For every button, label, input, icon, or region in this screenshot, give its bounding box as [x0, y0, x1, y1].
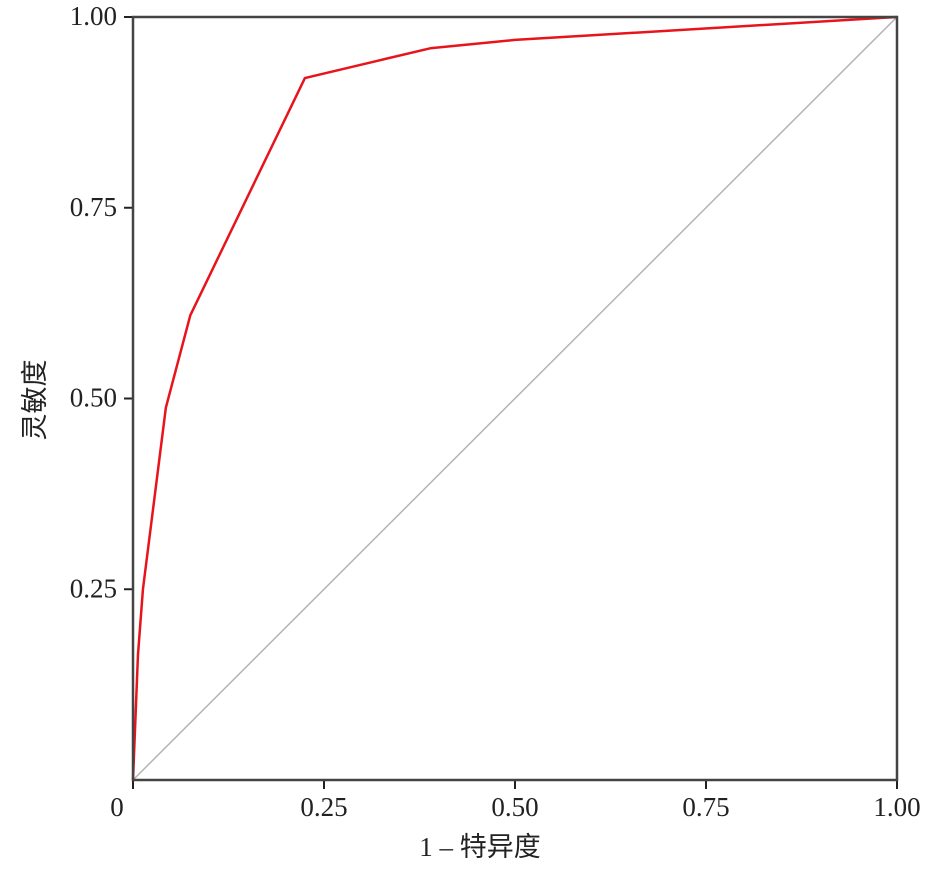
x-tick-label: 0.75 — [682, 792, 729, 822]
x-axis-label: 1 – 特异度 — [419, 832, 541, 862]
y-axis-label: 灵敏度 — [20, 360, 50, 441]
y-tick-label: 0.50 — [70, 383, 117, 413]
x-tick-label: 0.50 — [491, 792, 538, 822]
roc-curve — [131, 15, 898, 781]
x-tick-label: 1.00 — [873, 792, 920, 822]
x-tick-label: 0 — [110, 792, 124, 822]
x-tick-label: 0.25 — [300, 792, 347, 822]
y-tick-label: 0.25 — [70, 573, 117, 603]
plot-frame — [131, 15, 899, 782]
y-tick-label: 0.75 — [70, 192, 117, 222]
y-tick-label: 1.00 — [70, 1, 117, 31]
reference-line — [132, 16, 898, 781]
